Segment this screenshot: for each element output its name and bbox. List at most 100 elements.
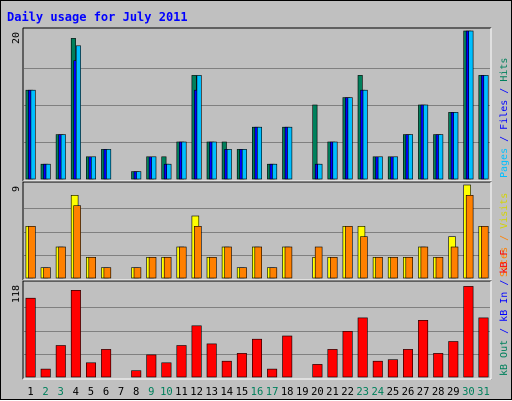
bar-sites <box>450 246 459 279</box>
bar-sites <box>179 246 187 279</box>
bar-kb-f <box>206 343 217 378</box>
x-tick-label: 9 <box>148 386 154 398</box>
bar-kb-f <box>433 353 444 378</box>
bar-sites <box>58 246 66 279</box>
bar-sites <box>73 205 81 279</box>
bar-pages <box>226 149 232 180</box>
bar-kb-f <box>86 362 97 378</box>
x-tick-label: 11 <box>175 386 188 398</box>
x-tick-label: 20 <box>311 386 324 398</box>
bar-kb-f <box>463 286 474 378</box>
bar-sites <box>194 226 202 279</box>
bar-sites <box>148 256 157 279</box>
bar-pages <box>362 89 368 180</box>
bar-sites <box>420 246 429 279</box>
bar-sites <box>28 226 36 279</box>
panel-top: 20 Pages / Files / Hits <box>11 27 510 182</box>
bar-kb-f <box>236 353 247 378</box>
legend-item: / <box>499 82 510 100</box>
x-tick-label: 13 <box>205 386 218 398</box>
bar-pages <box>438 134 444 180</box>
x-tick-label: 17 <box>266 386 279 398</box>
bar-pages <box>468 30 474 180</box>
x-tick-label: 18 <box>281 386 294 398</box>
x-tick-label: 31 <box>477 386 490 398</box>
bar-pages <box>423 104 429 180</box>
bar-pages <box>60 134 66 180</box>
x-tick-label: 3 <box>58 386 64 398</box>
bar-sites <box>88 256 97 279</box>
bar-sites <box>329 256 338 279</box>
bar-sites <box>133 267 142 279</box>
x-tick-label: 10 <box>160 386 173 398</box>
x-tick-label: 29 <box>447 386 460 398</box>
x-tick-label: 4 <box>73 386 79 398</box>
series-legend: kB Out / kB In / kB F <box>499 250 510 376</box>
bar-pages <box>287 126 293 180</box>
bar-pages <box>91 156 97 180</box>
bar-sites <box>239 267 247 279</box>
panel-bottom: 118 kB Out / kB In / kB F <box>11 250 510 380</box>
legend-item: kB F <box>499 250 510 274</box>
legend-item: Visits <box>499 193 510 229</box>
bar-kb-f <box>387 359 398 378</box>
bar-pages <box>347 97 353 180</box>
x-tick-label: 22 <box>341 386 354 398</box>
bar-kb-f <box>146 354 157 378</box>
bar-sites <box>405 256 413 279</box>
bar-sites <box>209 256 217 279</box>
x-tick-label: 12 <box>190 386 203 398</box>
bar-pages <box>272 163 278 180</box>
axis-max-label: 9 <box>11 186 22 192</box>
bar-kb-f <box>176 345 187 378</box>
x-tick-label: 8 <box>133 386 139 398</box>
bar-kb-f <box>221 360 232 378</box>
bar-kb-f <box>252 338 263 378</box>
bar-kb-f <box>70 289 81 378</box>
legend-item: Pages <box>499 148 510 178</box>
bar-pages <box>407 134 413 180</box>
legend-item: kB In <box>499 292 510 322</box>
bar-kb-f <box>372 360 383 378</box>
x-tick-label: 7 <box>118 386 124 398</box>
bar-pages <box>75 45 81 180</box>
bar-pages <box>151 156 157 180</box>
legend-item: / <box>499 322 510 340</box>
bar-pages <box>196 75 202 180</box>
bar-sites <box>224 246 232 279</box>
x-tick-label: 21 <box>326 386 339 398</box>
x-tick-label: 1 <box>27 386 33 398</box>
bar-kb-f <box>448 341 459 378</box>
axis-max-label: 20 <box>11 32 22 44</box>
x-tick-label: 24 <box>371 386 384 398</box>
legend-item: Files <box>499 100 510 130</box>
bar-sites <box>390 256 398 279</box>
bar-kb-f <box>40 368 51 378</box>
bar-kb-f <box>55 345 66 378</box>
bar-kb-f <box>418 319 429 378</box>
legend-item: / <box>499 274 510 292</box>
x-tick-label: 27 <box>417 386 430 398</box>
series-legend: Sites / Visits <box>499 193 510 277</box>
bar-kb-f <box>327 349 338 378</box>
x-tick-label: 16 <box>251 386 264 398</box>
bar-kb-f <box>357 317 368 378</box>
bar-sites <box>435 256 444 279</box>
bar-kb-f <box>161 362 172 378</box>
bar-pages <box>332 141 338 180</box>
bar-sites <box>103 267 112 279</box>
bar-sites <box>254 246 263 279</box>
x-tick-label: 23 <box>356 386 369 398</box>
x-tick-label: 5 <box>88 386 94 398</box>
bar-pages <box>181 141 187 180</box>
bar-pages <box>166 163 172 180</box>
bar-pages <box>483 75 489 180</box>
legend-item: Hits <box>499 58 510 82</box>
bar-sites <box>375 256 383 279</box>
bar-pages <box>256 126 262 180</box>
bar-sites <box>314 246 323 279</box>
chart-title: Daily usage for July 2011 <box>7 10 188 24</box>
bar-sites <box>345 226 353 279</box>
x-tick-label: 2 <box>42 386 48 398</box>
